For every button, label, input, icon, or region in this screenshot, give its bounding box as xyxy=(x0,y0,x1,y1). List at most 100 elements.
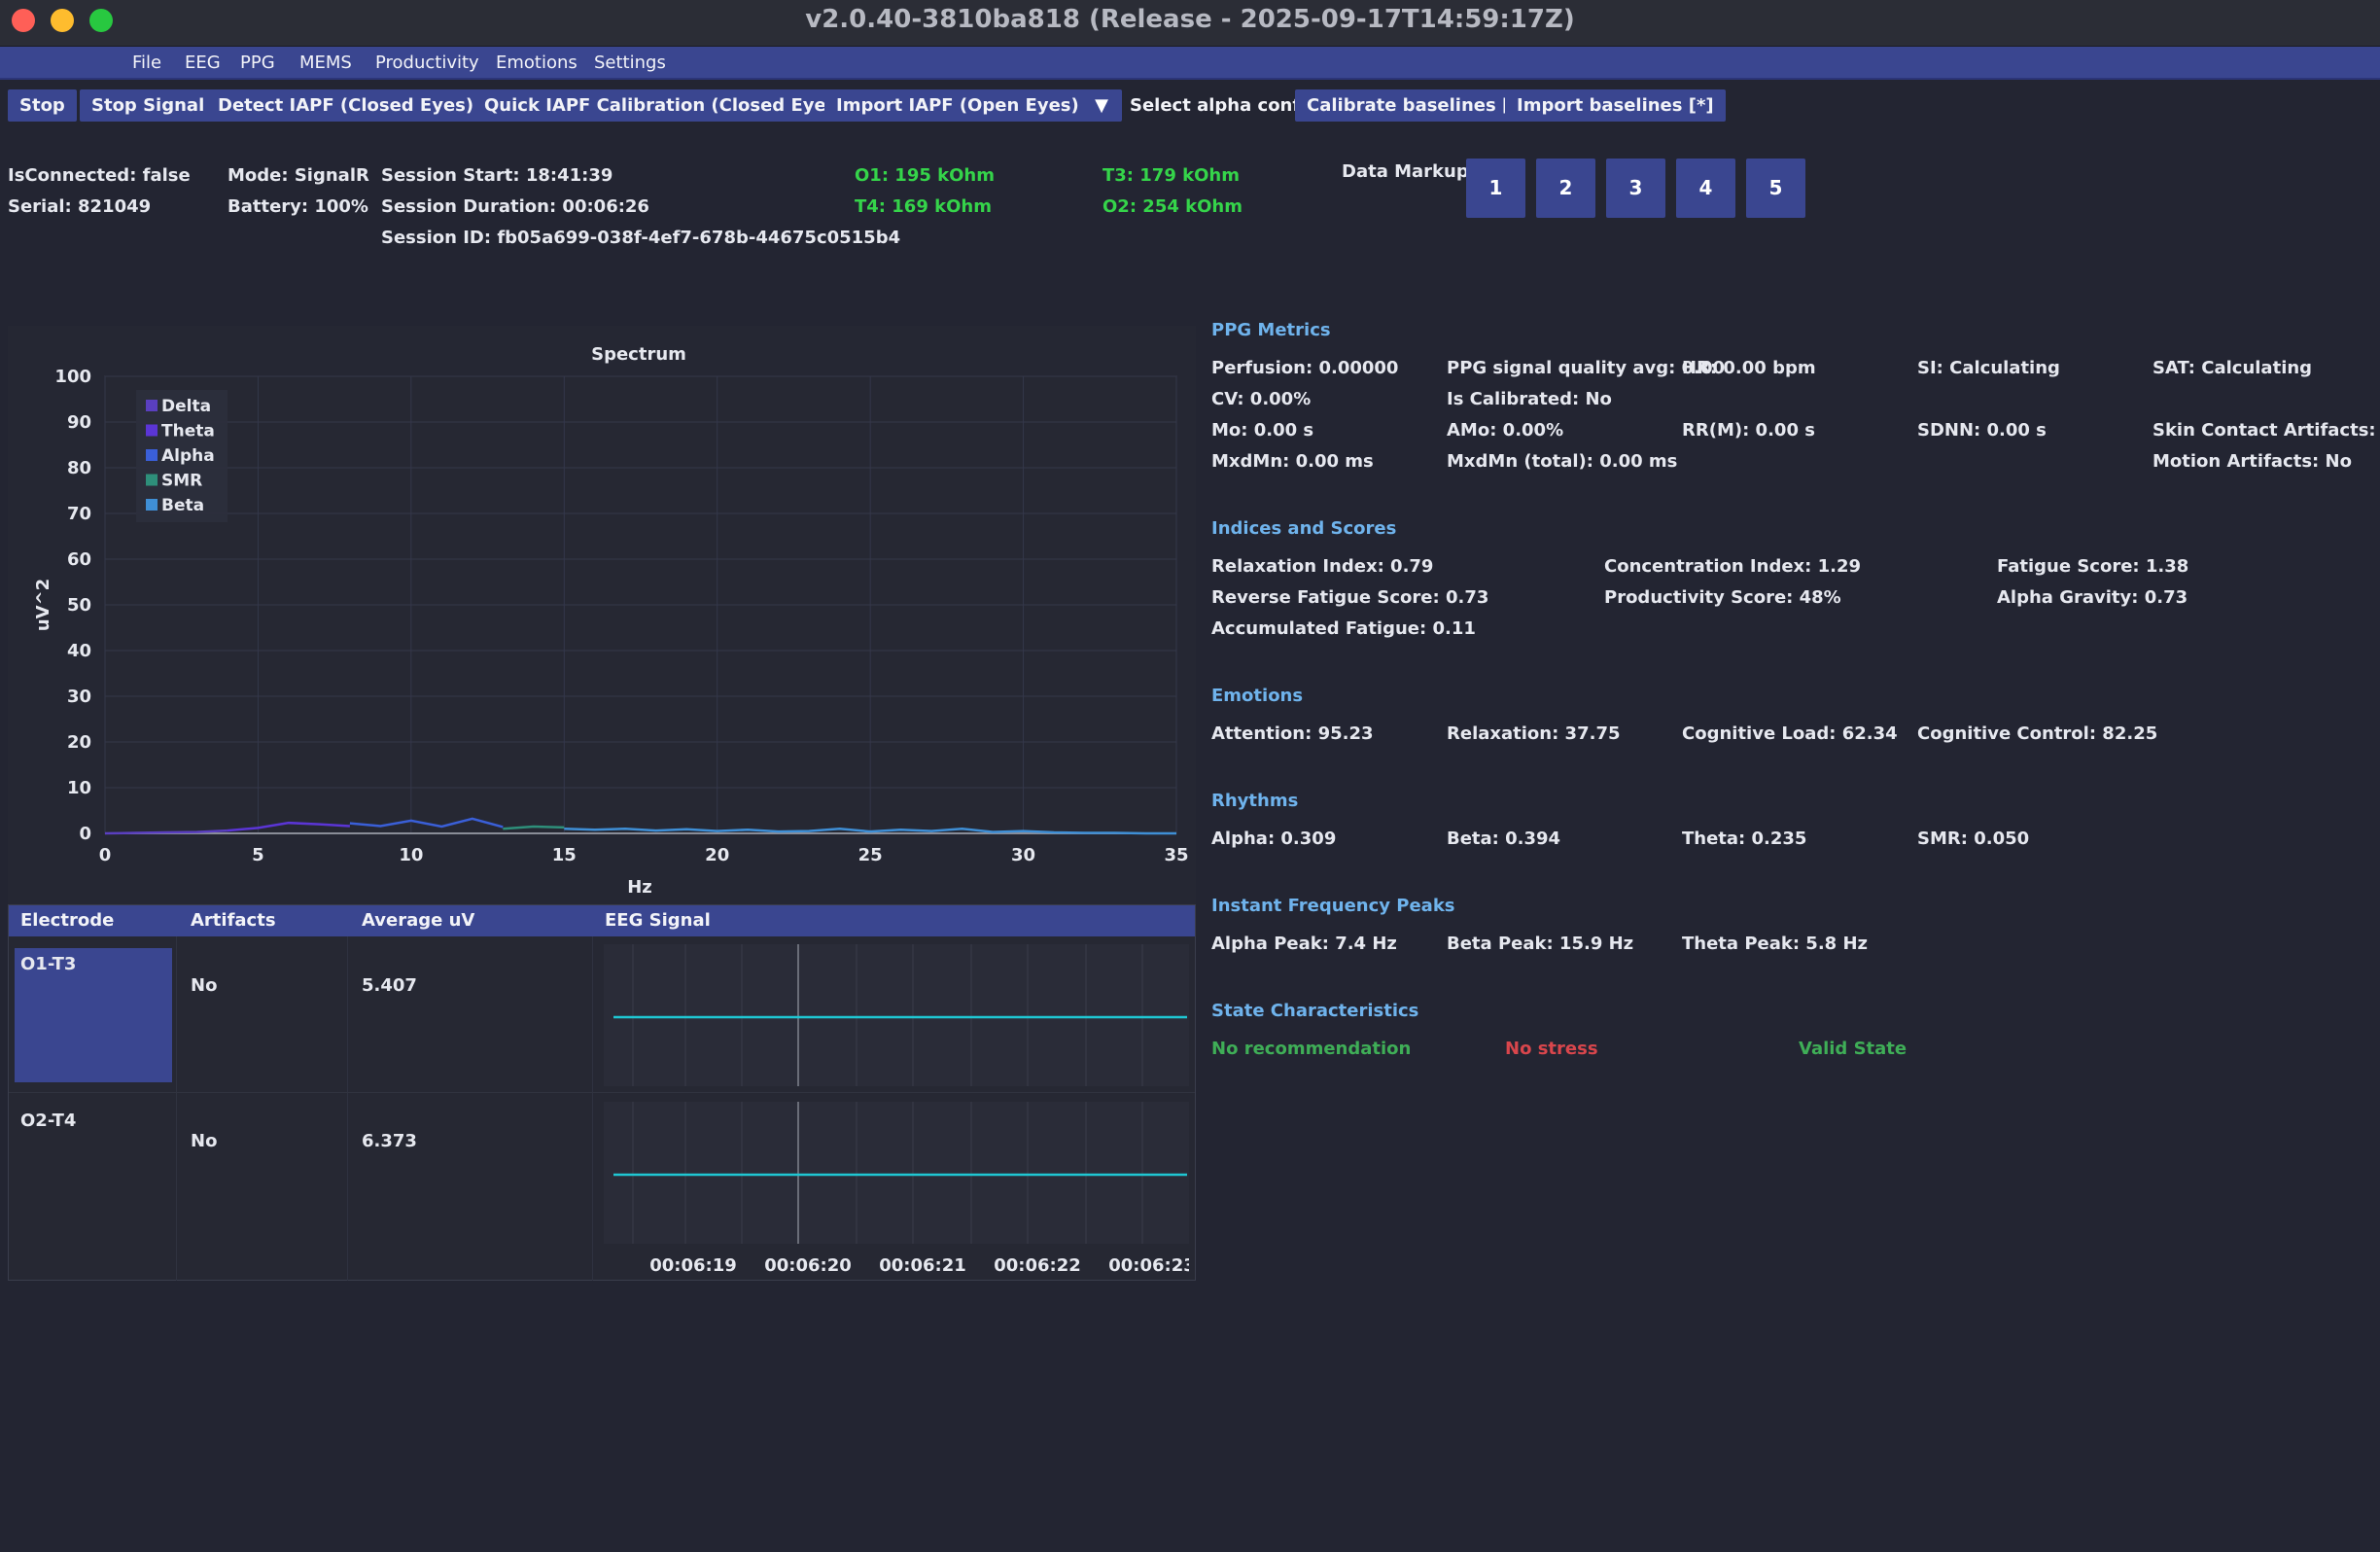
stop-signal-button[interactable]: Stop Signal xyxy=(80,89,217,122)
ppg-hr: HR: 0.00 bpm xyxy=(1682,358,1816,378)
menu-productivity[interactable]: Productivity xyxy=(375,53,479,73)
ppg-mo: Mo: 0.00 s xyxy=(1211,420,1314,441)
accumulated-fatigue: Accumulated Fatigue: 0.11 xyxy=(1211,618,1476,639)
legend-label-smr[interactable]: SMR xyxy=(161,472,202,491)
theta-peak: Theta Peak: 5.8 Hz xyxy=(1682,934,1868,954)
legend-label-alpha[interactable]: Alpha xyxy=(161,446,215,466)
y-tick-label: 100 xyxy=(54,367,91,387)
markup-button-3[interactable]: 3 xyxy=(1606,159,1665,218)
time-tick-4: 00:06:22 xyxy=(994,1255,1081,1276)
ppg-signal-quality: PPG signal quality avg: 0.00 xyxy=(1447,358,1726,378)
detect-iapf-button[interactable]: Detect IAPF (Closed Eyes) [*] xyxy=(206,89,517,122)
markup-button-4[interactable]: 4 xyxy=(1676,159,1735,218)
y-tick-label: 10 xyxy=(67,778,91,798)
calibrate-baselines-button[interactable]: Calibrate baselines [*] xyxy=(1295,89,1539,122)
row1-electrode[interactable]: O1-T3 xyxy=(20,954,77,974)
x-tick-label: 10 xyxy=(399,845,423,865)
menu-mems[interactable]: MEMS xyxy=(299,53,352,73)
eeg-signal-plots: 00:06:19 00:06:20 00:06:21 00:06:22 00:0… xyxy=(604,944,1189,1276)
header-artifacts[interactable]: Artifacts xyxy=(191,910,276,931)
battery-status: Battery: 100% xyxy=(228,196,368,217)
serial-number: Serial: 821049 xyxy=(8,196,152,217)
menu-emotions[interactable]: Emotions xyxy=(496,53,578,73)
rhythm-theta: Theta: 0.235 xyxy=(1682,829,1807,849)
header-eeg-signal[interactable]: EEG Signal xyxy=(605,910,711,931)
y-tick-label: 70 xyxy=(67,504,91,524)
stop-button[interactable]: Stop xyxy=(8,89,77,122)
y-tick-label: 50 xyxy=(67,595,91,616)
import-iapf-button[interactable]: Import IAPF (Open Eyes) [*] xyxy=(824,89,1122,122)
markup-button-2[interactable]: 2 xyxy=(1536,159,1595,218)
fatigue-score: Fatigue Score: 1.38 xyxy=(1997,556,2189,577)
ppg-amo: AMo: 0.00% xyxy=(1447,420,1564,441)
rhythms-title: Rhythms xyxy=(1211,791,1299,811)
legend-swatch-theta xyxy=(146,424,158,437)
emotion-cognitive-control: Cognitive Control: 82.25 xyxy=(1917,723,2158,744)
row2-artifacts: No xyxy=(191,1131,218,1151)
row2-electrode[interactable]: O2-T4 xyxy=(20,1111,77,1131)
emotion-attention: Attention: 95.23 xyxy=(1211,723,1374,744)
markup-button-1[interactable]: 1 xyxy=(1466,159,1525,218)
emotions-title: Emotions xyxy=(1211,686,1304,706)
eeg-plot-2-bg xyxy=(604,1102,1189,1244)
session-duration: Session Duration: 00:06:26 xyxy=(381,196,649,217)
legend-label-theta[interactable]: Theta xyxy=(161,422,215,441)
legend-swatch-alpha xyxy=(146,449,158,461)
o2-resistance: O2: 254 kOhm xyxy=(1102,196,1242,217)
time-tick-3: 00:06:21 xyxy=(879,1255,966,1276)
eeg-table-header: Electrode Artifacts Average uV EEG Signa… xyxy=(9,905,1195,936)
ppg-cv: CV: 0.00% xyxy=(1211,389,1312,409)
alpha-config-dropdown-icon[interactable]: ▼ xyxy=(1085,89,1118,122)
series-line-beta xyxy=(564,828,1176,835)
menu-eeg[interactable]: EEG xyxy=(185,53,221,73)
spectrum-chart-panel: Spectrum Hz uV^2 0 5 10 15 20 25 30 35 0 10 20 30 40… xyxy=(8,326,1196,904)
x-axis-label: Hz xyxy=(627,877,652,898)
alpha-peak: Alpha Peak: 7.4 Hz xyxy=(1211,934,1397,954)
ppg-mxdmn-total: MxdMn (total): 0.00 ms xyxy=(1447,451,1678,472)
eeg-table: Electrode Artifacts Average uV EEG Signa… xyxy=(8,904,1196,1281)
series-line-smr xyxy=(503,825,565,830)
menu-file[interactable]: File xyxy=(132,53,162,73)
import-baselines-button[interactable]: Import baselines [*] xyxy=(1505,89,1726,122)
y-tick-label: 90 xyxy=(67,412,91,433)
menu-settings[interactable]: Settings xyxy=(594,53,666,73)
t4-resistance: T4: 169 kOhm xyxy=(855,196,992,217)
menu-ppg[interactable]: PPG xyxy=(240,53,275,73)
minimize-window-button[interactable] xyxy=(51,9,74,32)
legend-label-delta[interactable]: Delta xyxy=(161,397,211,416)
ppg-sdnn: SDNN: 0.00 s xyxy=(1917,420,2047,441)
selected-row-highlight[interactable] xyxy=(15,948,172,1082)
ppg-sat: SAT: Calculating xyxy=(2152,358,2313,378)
y-tick-label: 0 xyxy=(79,824,91,844)
emotion-relaxation: Relaxation: 37.75 xyxy=(1447,723,1621,744)
state-recommendation: No recommendation xyxy=(1211,1039,1412,1059)
eeg-plot-1-bg xyxy=(604,944,1189,1086)
ppg-mxdmn: MxdMn: 0.00 ms xyxy=(1211,451,1374,472)
time-tick-5: 00:06:23 xyxy=(1108,1255,1189,1276)
x-tick-label: 30 xyxy=(1011,845,1035,865)
state-title: State Characteristics xyxy=(1211,1001,1419,1021)
x-tick-label: 5 xyxy=(252,845,264,865)
alpha-gravity: Alpha Gravity: 0.73 xyxy=(1997,587,2188,608)
quick-iapf-calibration-button[interactable]: Quick IAPF Calibration (Closed Eyes) [*] xyxy=(472,89,888,122)
x-tick-label: 20 xyxy=(705,845,729,865)
ppg-si: SI: Calculating xyxy=(1917,358,2060,378)
ppg-perfusion: Perfusion: 0.00000 xyxy=(1211,358,1399,378)
ppg-is-calibrated: Is Calibrated: No xyxy=(1447,389,1612,409)
legend-swatch-delta xyxy=(146,400,158,411)
maximize-window-button[interactable] xyxy=(89,9,113,32)
series-line-theta xyxy=(227,821,350,832)
markup-button-5[interactable]: 5 xyxy=(1746,159,1805,218)
y-tick-label: 40 xyxy=(67,641,91,661)
close-window-button[interactable] xyxy=(12,9,35,32)
row1-average: 5.407 xyxy=(362,975,417,996)
t3-resistance: T3: 179 kOhm xyxy=(1102,165,1240,186)
header-electrode[interactable]: Electrode xyxy=(20,910,115,931)
select-alpha-config-label[interactable]: Select alpha config xyxy=(1130,95,1318,116)
legend-label-beta[interactable]: Beta xyxy=(161,496,204,515)
concentration-index: Concentration Index: 1.29 xyxy=(1604,556,1862,577)
series-line-alpha xyxy=(349,817,504,829)
indices-title: Indices and Scores xyxy=(1211,518,1397,539)
session-id: Session ID: fb05a699-038f-4ef7-678b-4467… xyxy=(381,228,901,248)
header-average-uv[interactable]: Average uV xyxy=(362,910,475,931)
